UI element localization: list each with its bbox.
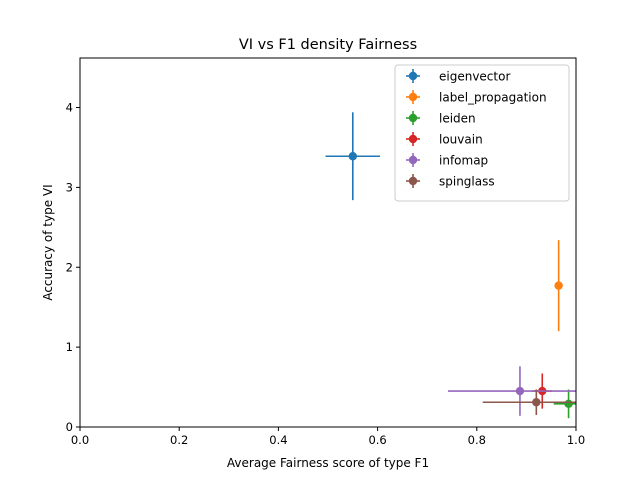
x-axis-label: Average Fairness score of type F1 bbox=[227, 456, 429, 470]
axes-frame bbox=[79, 57, 577, 428]
data-point bbox=[554, 281, 563, 290]
data-point bbox=[515, 386, 525, 396]
y-tick-label: 0 bbox=[66, 420, 73, 434]
chart-title: VI vs F1 density Fairness bbox=[239, 37, 417, 53]
legend-label: eigenvector bbox=[439, 70, 510, 84]
legend-marker bbox=[408, 92, 418, 102]
series-infomap bbox=[448, 366, 576, 416]
data-point bbox=[532, 398, 541, 407]
legend-label: infomap bbox=[439, 154, 488, 168]
legend-marker bbox=[408, 113, 418, 123]
legend-marker bbox=[408, 176, 418, 186]
y-tick-label: 4 bbox=[66, 101, 73, 115]
y-tick-label: 2 bbox=[66, 260, 73, 274]
plot-area bbox=[325, 112, 576, 419]
y-tick-label: 1 bbox=[66, 340, 73, 354]
data-point bbox=[348, 152, 357, 161]
x-tick-label: 1.0 bbox=[567, 433, 585, 447]
series-eigenvector bbox=[325, 112, 381, 201]
x-tick-label: 0.2 bbox=[170, 433, 188, 447]
legend-label: louvain bbox=[439, 133, 483, 147]
legend-marker bbox=[408, 155, 418, 165]
x-tick-label: 0.6 bbox=[368, 433, 386, 447]
data-point bbox=[564, 399, 573, 409]
legend-marker bbox=[408, 71, 418, 81]
legend-box bbox=[394, 64, 570, 202]
y-axis-label: Accuracy of type VI bbox=[41, 184, 55, 300]
legend-label: leiden bbox=[439, 112, 476, 126]
x-tick-label: 0.0 bbox=[71, 433, 89, 447]
legend-marker bbox=[408, 134, 418, 144]
legend-label: spinglass bbox=[439, 175, 495, 189]
series-spinglass bbox=[482, 389, 576, 416]
legend-label: label_propagation bbox=[439, 91, 547, 105]
y-tick-label: 3 bbox=[66, 180, 73, 194]
series-label_propagation bbox=[554, 240, 563, 332]
axes: 0.0 0.2 0.4 0.6 0.8 1.0 0 1 2 3 4 bbox=[66, 101, 585, 447]
x-tick-label: 0.4 bbox=[269, 433, 287, 447]
x-tick-label: 0.8 bbox=[468, 433, 486, 447]
